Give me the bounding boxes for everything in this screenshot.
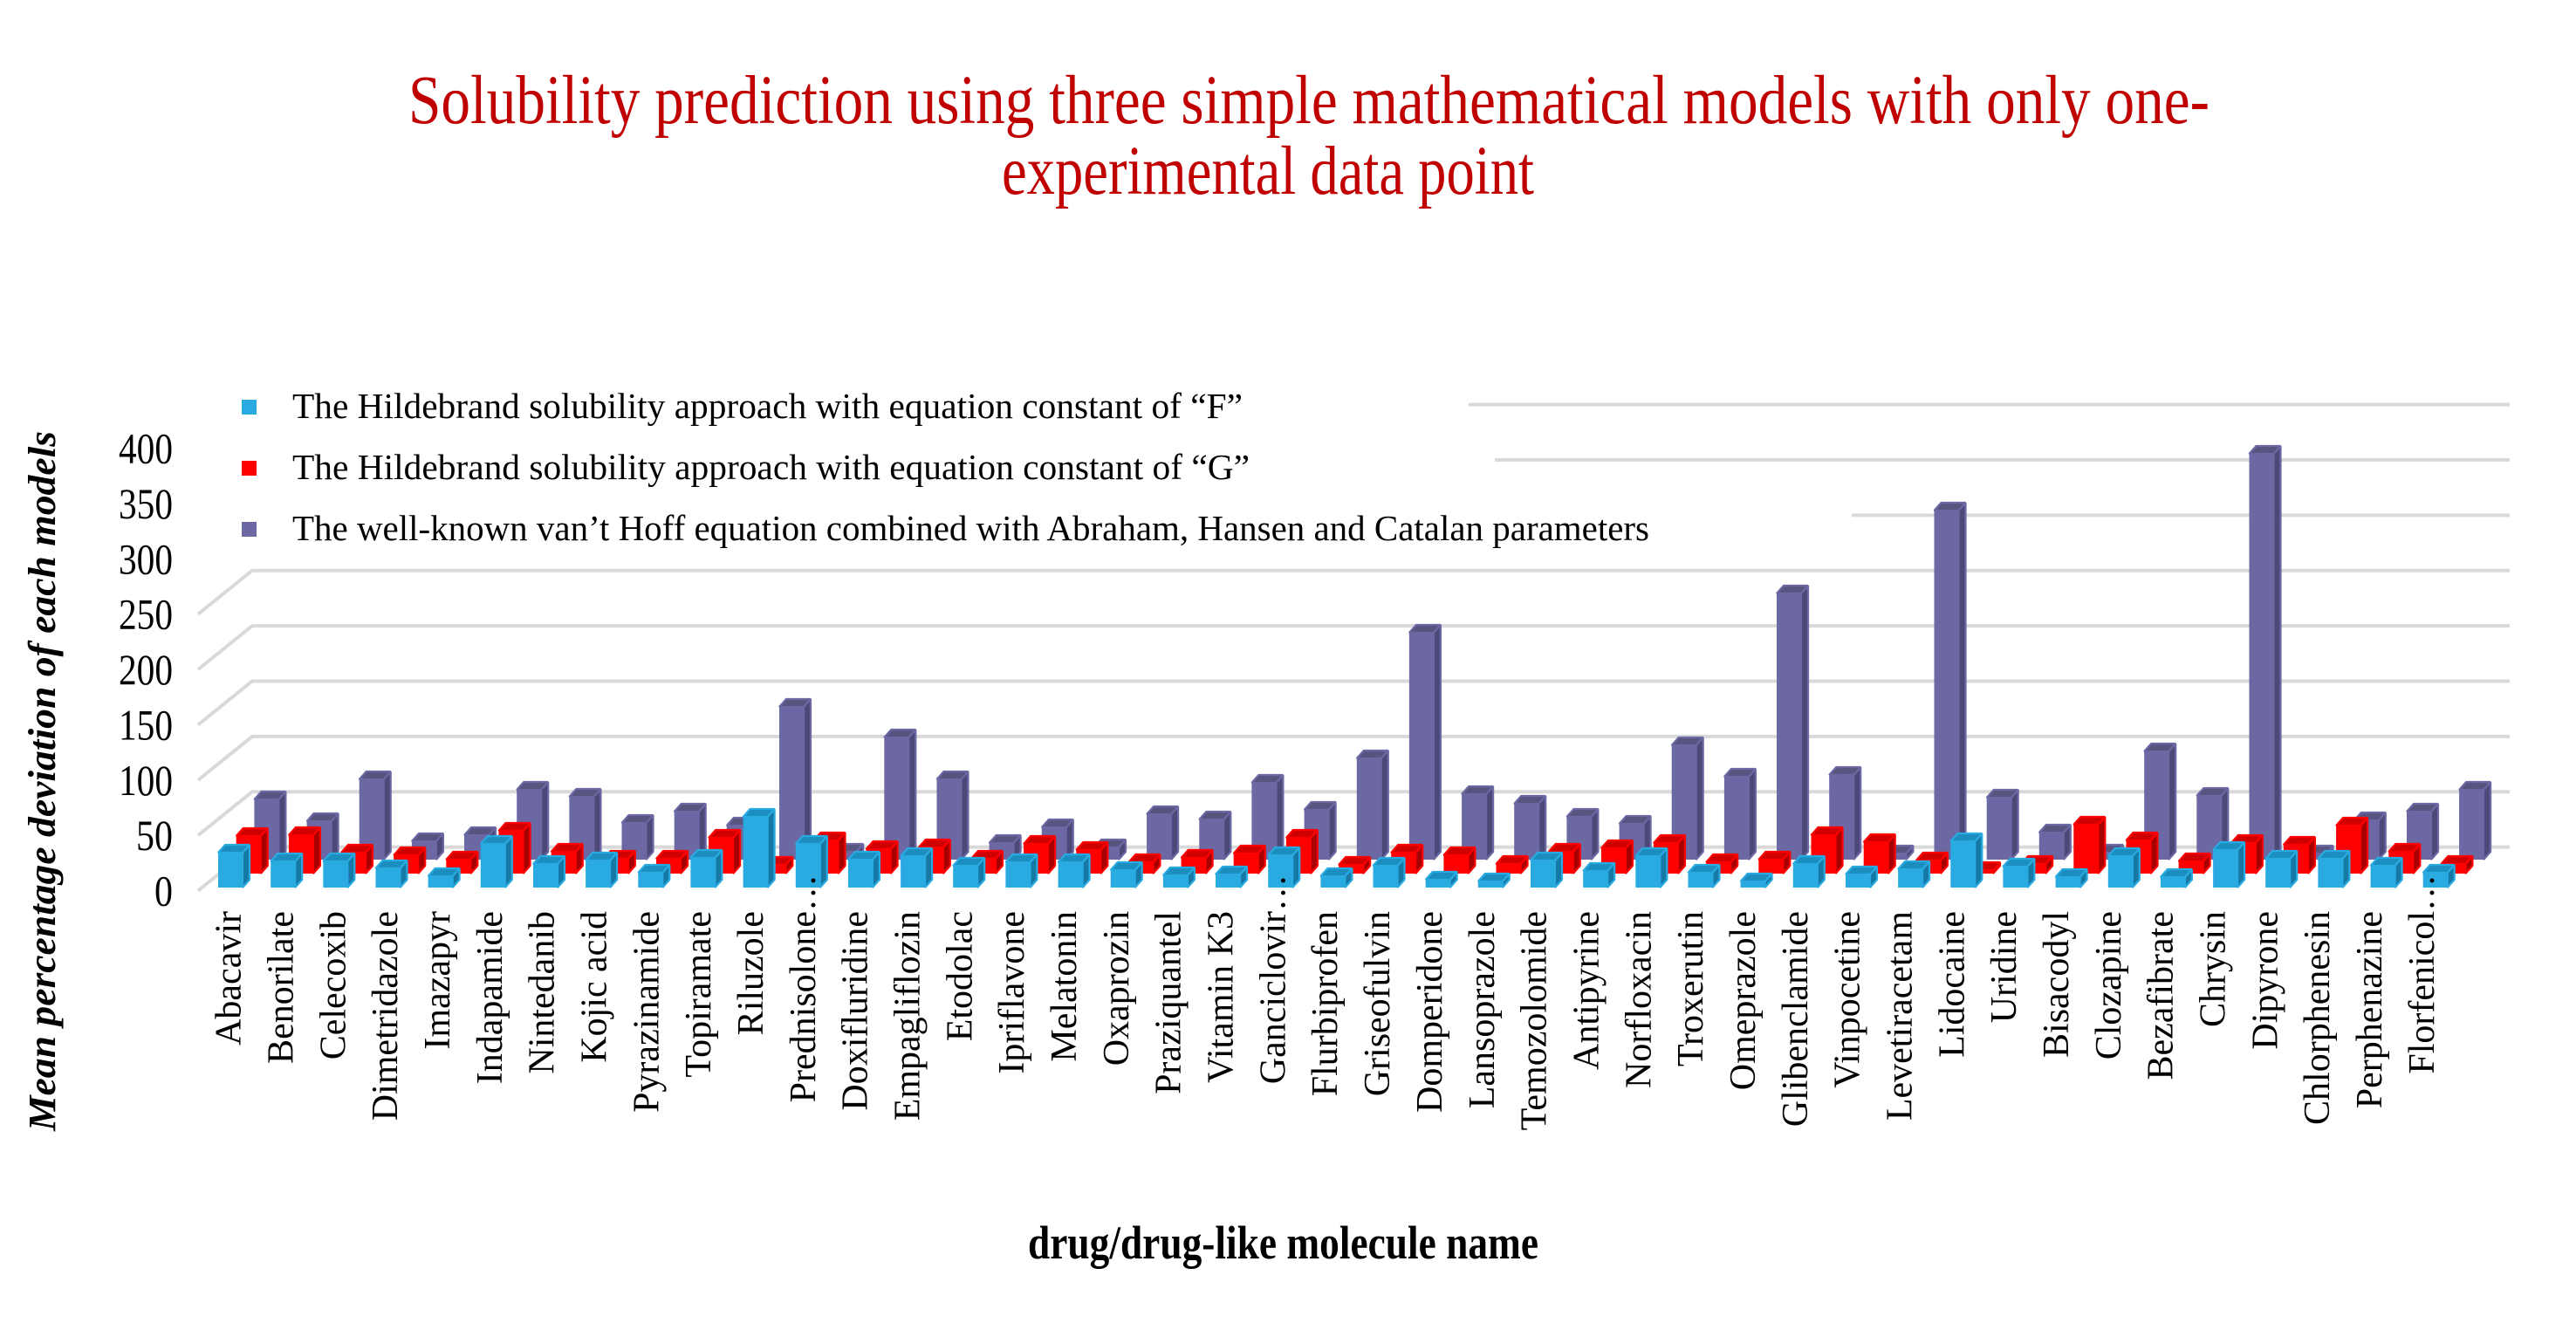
svg-text:Temozolomide: Temozolomide — [1515, 911, 1555, 1130]
svg-text:Ipriflavone: Ipriflavone — [992, 911, 1032, 1074]
svg-text:300: 300 — [119, 534, 173, 583]
svg-text:The Hildebrand solubility appr: The Hildebrand solubility approach with … — [292, 386, 1243, 426]
svg-text:Flurbiprofen: Flurbiprofen — [1305, 911, 1346, 1096]
svg-text:Kojic acid: Kojic acid — [575, 911, 615, 1063]
svg-text:Glibenclamide: Glibenclamide — [1776, 911, 1816, 1127]
svg-text:Abacavir: Abacavir — [209, 911, 250, 1046]
svg-text:Topiramate: Topiramate — [679, 911, 719, 1078]
svg-text:Oxaprozin: Oxaprozin — [1097, 911, 1137, 1066]
svg-text:Lansoprazole: Lansoprazole — [1463, 911, 1503, 1108]
svg-text:Dipyrone: Dipyrone — [2245, 911, 2285, 1050]
svg-text:Perphenazine: Perphenazine — [2350, 911, 2390, 1108]
svg-text:Omeprazole: Omeprazole — [1723, 911, 1764, 1090]
svg-text:250: 250 — [119, 590, 173, 639]
svg-text:Celecoxib: Celecoxib — [313, 911, 353, 1059]
svg-text:50: 50 — [136, 811, 173, 860]
svg-text:Troxerutin: Troxerutin — [1671, 911, 1711, 1066]
svg-text:Riluzole: Riluzole — [731, 911, 771, 1035]
svg-text:Prednisolone…: Prednisolone… — [784, 874, 824, 1102]
svg-text:Antipyrine: Antipyrine — [1566, 911, 1607, 1070]
svg-text:400: 400 — [119, 424, 173, 473]
svg-text:Uridine: Uridine — [1984, 911, 2024, 1023]
svg-text:Lidocaine: Lidocaine — [1932, 911, 1972, 1058]
svg-text:Vitamin K3: Vitamin K3 — [1202, 911, 1242, 1083]
svg-text:Chlorphenesin: Chlorphenesin — [2298, 911, 2338, 1125]
svg-text:Domperidone: Domperidone — [1410, 911, 1450, 1113]
svg-text:Imazapyr: Imazapyr — [418, 911, 458, 1050]
svg-text:Vinpocetine: Vinpocetine — [1828, 911, 1868, 1088]
svg-text:Griseofulvin: Griseofulvin — [1358, 911, 1398, 1096]
svg-text:Etodolac: Etodolac — [940, 911, 980, 1041]
svg-text:Florfenicol…: Florfenicol… — [2402, 874, 2442, 1074]
svg-text:Clozapine: Clozapine — [2089, 911, 2129, 1059]
svg-text:0: 0 — [154, 867, 173, 915]
svg-text:Nintedanib: Nintedanib — [523, 911, 563, 1074]
svg-text:Chrysin: Chrysin — [2194, 911, 2234, 1027]
svg-text:Mean percentage deviation of e: Mean percentage deviation of each models — [21, 431, 64, 1132]
svg-text:Praziquantel: Praziquantel — [1149, 911, 1189, 1094]
svg-text:350: 350 — [119, 479, 173, 528]
svg-text:Pyrazinamide: Pyrazinamide — [627, 911, 667, 1113]
svg-text:The Hildebrand solubility appr: The Hildebrand solubility approach with … — [292, 447, 1250, 487]
svg-text:The well-known van’t Hoff equa: The well-known van’t Hoff equation combi… — [292, 508, 1649, 548]
svg-text:Ganciclovir…: Ganciclovir… — [1253, 874, 1293, 1084]
svg-text:200: 200 — [119, 645, 173, 694]
svg-text:Empagliflozin: Empagliflozin — [888, 911, 928, 1121]
svg-text:Doxifluridine: Doxifluridine — [836, 911, 876, 1111]
svg-text:drug/drug-like molecule name: drug/drug-like molecule name — [1028, 1217, 1538, 1269]
svg-text:Solubility prediction using th: Solubility prediction using three simple… — [408, 63, 2209, 139]
svg-text:Bezafibrate: Bezafibrate — [2141, 911, 2182, 1080]
svg-text:Dimetridazole: Dimetridazole — [366, 911, 406, 1121]
svg-text:experimental data point: experimental data point — [1002, 134, 1534, 209]
svg-text:100: 100 — [119, 756, 173, 805]
svg-text:Norfloxacin: Norfloxacin — [1619, 911, 1659, 1088]
svg-text:Melatonin: Melatonin — [1045, 911, 1085, 1062]
svg-text:Benorilate: Benorilate — [261, 911, 301, 1064]
svg-text:Levetiracetam: Levetiracetam — [1881, 911, 1921, 1121]
svg-text:Indapamide: Indapamide — [470, 911, 510, 1084]
svg-text:150: 150 — [119, 701, 173, 750]
svg-text:Bisacodyl: Bisacodyl — [2037, 911, 2077, 1058]
